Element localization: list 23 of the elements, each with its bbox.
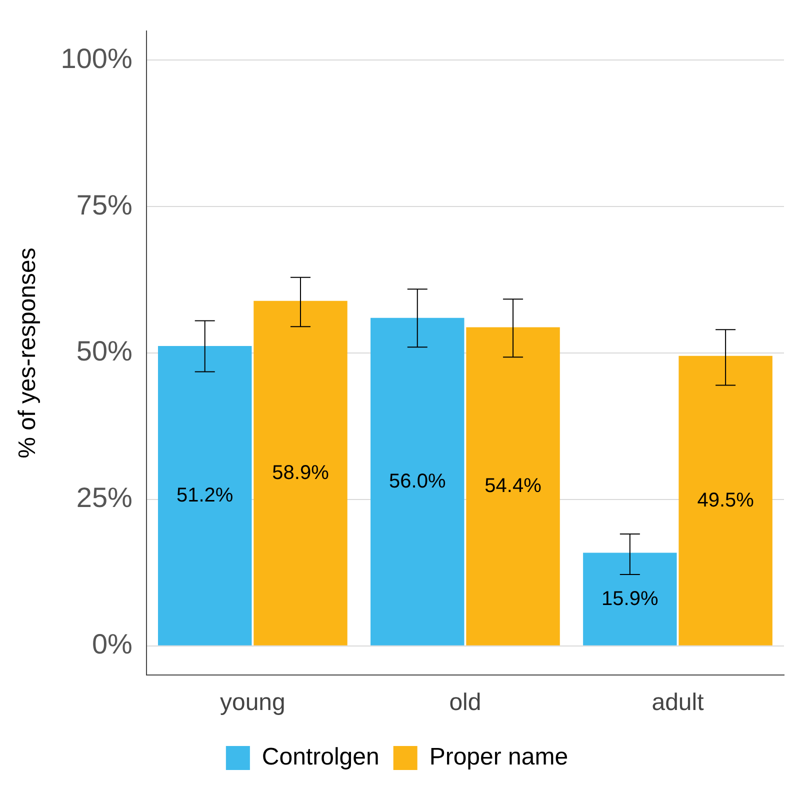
y-tick-label: 50% [76, 336, 132, 367]
bar [466, 327, 560, 646]
legend-label: Proper name [429, 744, 568, 771]
bar [158, 346, 252, 646]
data-label: 54.4% [484, 475, 542, 498]
data-label: 49.5% [697, 489, 754, 512]
y-tick-label: 75% [76, 189, 132, 220]
data-label: 15.9% [602, 588, 658, 610]
bar [678, 356, 772, 646]
data-label: 56.0% [389, 470, 446, 492]
x-tick-label: adult [652, 689, 704, 716]
bar [254, 300, 348, 646]
x-tick-label: young [220, 689, 286, 716]
y-tick-label: 25% [76, 482, 132, 514]
data-label: 58.9% [272, 462, 330, 484]
y-tick-label: 100% [60, 42, 132, 74]
x-tick-label: old [449, 689, 482, 716]
y-tick-label: 0% [92, 628, 132, 660]
data-label: 51.2% [176, 484, 234, 506]
bar [370, 318, 464, 646]
bar [583, 552, 677, 646]
legend-label: Controlgen [262, 744, 380, 771]
y-axis-title: % of yes-responses [14, 248, 42, 458]
